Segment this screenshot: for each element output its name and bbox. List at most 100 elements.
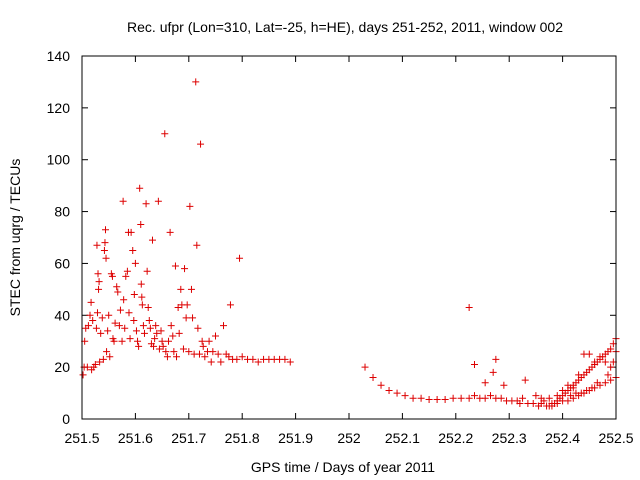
x-axis-title: GPS time / Days of year 2011 [251,459,435,475]
y-tick-label: 20 [54,359,70,375]
data-point [425,396,433,404]
data-point [108,272,116,280]
data-point [105,311,113,319]
data-point [198,337,206,345]
data-point [449,394,457,402]
data-point [151,335,159,343]
data-point [569,384,577,392]
data-point [233,355,241,363]
data-point [89,316,97,324]
data-point [481,394,489,402]
data-point [101,226,109,234]
x-tick-label: 251.6 [118,430,153,446]
data-point [179,345,187,353]
data-points [79,78,620,410]
data-point [142,200,150,208]
data-point [361,363,369,371]
data-point [87,298,95,306]
data-point [601,358,609,366]
data-point [519,394,527,402]
data-point [500,381,508,389]
data-point [220,322,228,330]
x-tick-label: 251.7 [171,430,206,446]
data-point [441,396,449,404]
data-point [86,311,94,319]
data-point [409,394,417,402]
data-point [197,140,205,148]
data-point [489,368,497,376]
data-point [572,389,580,397]
data-point [254,358,262,366]
y-tick-label: 100 [47,152,71,168]
data-point [401,392,409,400]
data-point [131,259,139,267]
data-point [236,254,244,262]
data-point [189,314,197,322]
data-point [433,396,441,404]
data-point [173,353,181,361]
y-tick-label: 60 [54,255,70,271]
data-point [119,197,127,205]
data-point [226,301,234,309]
y-tick-label: 140 [47,48,71,64]
data-point [145,316,153,324]
plot-frame [81,55,617,420]
data-point [217,358,225,366]
data-point [481,379,489,387]
data-point [596,353,604,361]
data-point [369,374,377,382]
data-point [591,358,599,366]
data-point [249,355,257,363]
data-point [161,130,169,138]
data-point [130,316,138,324]
data-point [601,379,609,387]
data-point [162,348,170,356]
data-point [150,342,158,350]
data-point [129,246,137,254]
data-point [163,353,171,361]
data-point [564,381,572,389]
data-point [104,327,112,335]
data-point [209,348,217,356]
data-point [123,267,131,275]
x-tick-label: 252 [337,430,361,446]
data-point [116,306,124,314]
data-point [559,386,567,394]
data-point [214,350,222,358]
chart-title: Rec. ufpr (Lon=310, Lat=-25, h=HE), days… [127,19,563,35]
data-point [158,337,166,345]
data-point [127,228,135,236]
data-point [238,353,246,361]
data-point [492,355,500,363]
data-point [186,202,194,210]
data-point [148,236,156,244]
data-point [102,254,110,262]
data-point [138,301,146,309]
data-point [122,272,130,280]
data-point [465,304,473,312]
data-point [120,296,128,304]
data-point [97,329,105,337]
data-point [207,358,215,366]
data-point [417,394,425,402]
data-point [192,78,200,86]
y-axis-title: STEC from uqrg / TECUs [7,159,23,317]
data-point [144,304,152,312]
data-point [193,241,201,249]
data-point [167,322,175,330]
data-point [159,342,167,350]
data-point [175,329,183,337]
data-point [96,358,104,366]
data-point [126,335,134,343]
data-point [166,228,174,236]
data-point [103,348,111,356]
x-tick-label: 252.1 [385,430,420,446]
data-point [146,324,154,332]
data-point [95,285,103,293]
x-tick-label: 252.5 [598,430,633,446]
data-point [94,270,102,278]
data-point [194,324,202,332]
data-point [93,309,101,317]
data-point [532,392,540,400]
